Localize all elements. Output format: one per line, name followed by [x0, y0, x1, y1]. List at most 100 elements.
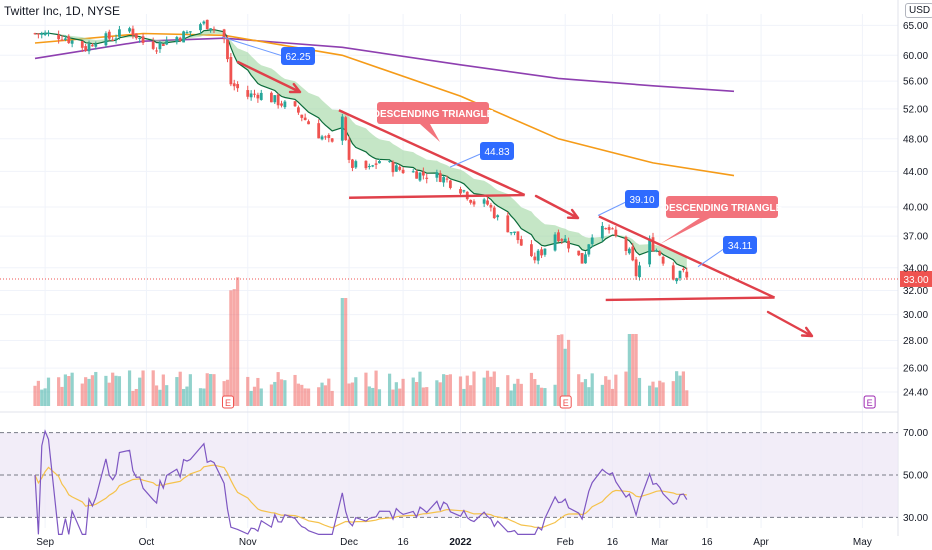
x-tick-label: Dec [340, 537, 358, 548]
volume-bar [188, 374, 192, 406]
candle [627, 247, 631, 255]
y-tick-label: 28.00 [903, 336, 928, 347]
candle [678, 270, 682, 281]
candle [297, 105, 300, 115]
candle [40, 31, 44, 39]
svg-text:E: E [563, 398, 569, 408]
candle [94, 41, 98, 50]
volume-bar [587, 387, 591, 406]
candle [448, 179, 452, 190]
candle [567, 237, 570, 253]
volume-bar [90, 375, 95, 406]
volume-bar [104, 375, 108, 406]
volume-bar [637, 377, 642, 406]
volume-bar [320, 382, 324, 406]
candle [563, 234, 567, 242]
candle [212, 26, 216, 34]
volume-bar [134, 388, 138, 406]
ma-long-line [34, 37, 735, 93]
volume-bar [364, 372, 368, 406]
triangle-2-lower-line [605, 296, 775, 302]
volume-bar [252, 386, 257, 406]
candle [553, 232, 557, 252]
candle [654, 248, 658, 253]
y-tick-label: 56.00 [903, 77, 928, 88]
candle [584, 251, 587, 264]
volume-bar [306, 388, 311, 406]
volume-bar [512, 383, 517, 406]
ma-mid-line [34, 32, 735, 177]
rsi-y-tick-label: 70.00 [903, 428, 928, 439]
volume-bar [178, 371, 182, 406]
volume-bar [482, 377, 486, 406]
volume-bars [33, 277, 689, 406]
volume-bar [236, 277, 240, 406]
candle [675, 277, 679, 284]
triangle-1-upper-line [338, 109, 526, 197]
candle [347, 136, 351, 164]
volume-bar [256, 377, 260, 406]
candle [543, 248, 547, 257]
volume-bar [661, 382, 665, 406]
candle [435, 169, 439, 182]
volume-bar [127, 370, 132, 406]
volume-bar [509, 390, 513, 406]
volume-bar [94, 371, 98, 406]
volume-bar [323, 385, 328, 406]
candle [175, 35, 179, 45]
candle [472, 199, 476, 207]
volume-bar [675, 371, 679, 406]
candle [398, 164, 402, 172]
volume-bar [387, 373, 392, 406]
volume-bar [279, 379, 284, 406]
volume-bar [448, 374, 452, 406]
candle [104, 31, 108, 48]
candle [438, 170, 442, 183]
candle [138, 37, 142, 43]
volume-bar [367, 386, 371, 406]
volume-bar [489, 376, 493, 406]
volume-bar [415, 381, 419, 406]
candle [226, 35, 229, 63]
currency-badge[interactable]: USD [905, 3, 932, 18]
volume-bar [533, 379, 537, 406]
x-tick-label: Sep [36, 537, 54, 548]
volume-bar [604, 376, 608, 406]
candle [209, 28, 213, 33]
candle [232, 79, 236, 91]
x-tick-label: Mar [651, 537, 669, 548]
volume-bar [371, 387, 375, 406]
earnings-marker-icon: E [221, 395, 234, 409]
candle [165, 36, 169, 46]
candle [87, 40, 91, 55]
volume-bar [590, 373, 594, 406]
volume-bar [681, 371, 685, 406]
candle [344, 115, 348, 141]
y-tick-label: 26.00 [903, 364, 928, 375]
volume-bar [516, 378, 520, 406]
candle [661, 255, 665, 266]
candle [118, 25, 121, 40]
volume-bar [685, 390, 689, 406]
candle [681, 267, 685, 273]
candle [462, 189, 466, 194]
candle [178, 36, 182, 43]
last-price-label: 33.00 [903, 275, 928, 286]
candle [530, 240, 533, 258]
volume-bar [232, 289, 236, 406]
volume-bar [374, 370, 378, 406]
volume-bar [161, 374, 165, 406]
volume-bar [438, 382, 442, 406]
volume-bar [651, 381, 655, 406]
candle [141, 33, 145, 46]
candle [249, 90, 253, 101]
volume-bar [40, 389, 44, 406]
y-tick-label: 65.00 [903, 21, 928, 32]
candle [415, 169, 419, 179]
x-tick-label: Feb [557, 537, 575, 548]
x-tick-label: 16 [398, 537, 410, 548]
candle [60, 35, 64, 41]
candle [607, 224, 611, 234]
trend-arrow-3 [766, 310, 814, 338]
